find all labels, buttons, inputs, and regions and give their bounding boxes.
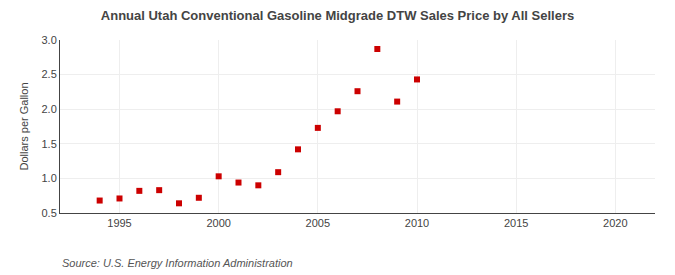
svg-text:0.5: 0.5 <box>42 207 57 219</box>
svg-text:1995: 1995 <box>107 217 131 229</box>
svg-text:2005: 2005 <box>306 217 330 229</box>
svg-text:Annual Utah Conventional Gasol: Annual Utah Conventional Gasoline Midgra… <box>101 8 574 23</box>
svg-text:3.0: 3.0 <box>42 34 57 46</box>
svg-text:Source: U.S. Energy Informatio: Source: U.S. Energy Information Administ… <box>62 257 293 269</box>
svg-text:Dollars per Gallon: Dollars per Gallon <box>18 82 30 170</box>
svg-text:1.5: 1.5 <box>42 138 57 150</box>
svg-text:2000: 2000 <box>206 217 230 229</box>
svg-text:2015: 2015 <box>504 217 528 229</box>
svg-text:2.5: 2.5 <box>42 68 57 80</box>
svg-text:1.0: 1.0 <box>42 172 57 184</box>
svg-text:2020: 2020 <box>603 217 627 229</box>
svg-text:2.0: 2.0 <box>42 103 57 115</box>
svg-text:2010: 2010 <box>405 217 429 229</box>
